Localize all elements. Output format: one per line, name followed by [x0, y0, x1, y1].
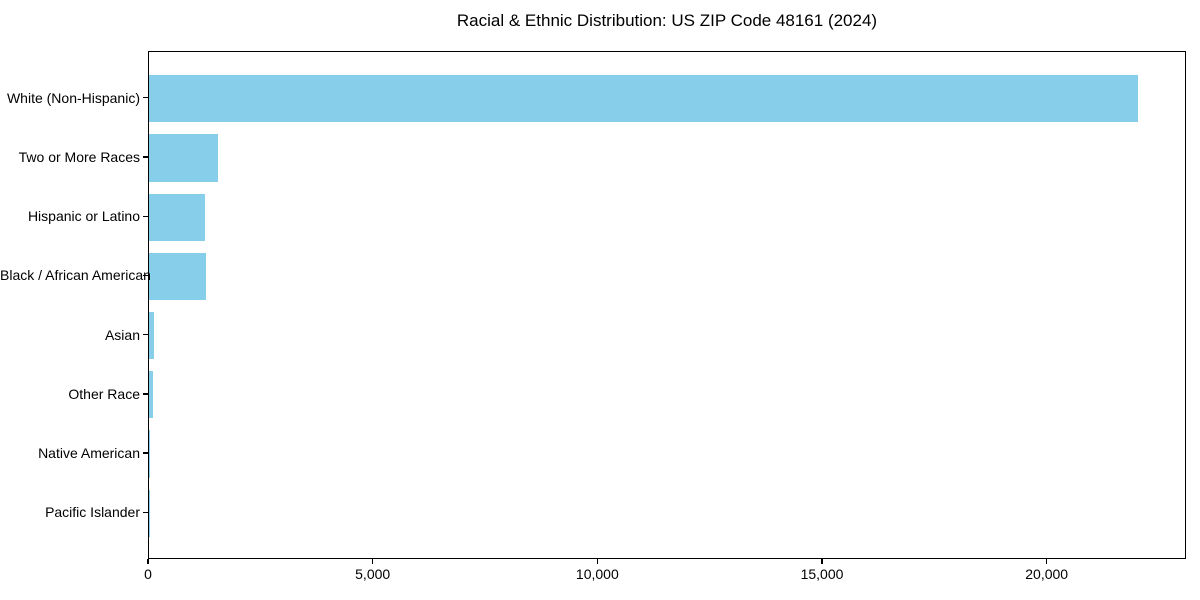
y-tick-other-race	[143, 393, 148, 395]
y-tick-label-black-african-american: Black / African American	[0, 267, 151, 284]
y-tick-label-pacific-islander: Pacific Islander	[45, 504, 140, 521]
bar-hispanic-or-latino	[149, 193, 205, 241]
x-tick-0	[147, 559, 149, 564]
x-tick-label-15000: 15,000	[800, 566, 844, 582]
y-tick-hispanic-or-latino	[143, 215, 148, 217]
x-tick-5000	[372, 559, 374, 564]
y-tick-two-or-more-races	[143, 156, 148, 158]
y-tick-asian	[143, 334, 148, 336]
y-tick-label-white-non-hispanic: White (Non-Hispanic)	[6, 89, 140, 106]
bar-white-non-hispanic	[149, 75, 1138, 123]
x-tick-label-5000: 5,000	[355, 566, 391, 582]
y-tick-label-hispanic-or-latino: Hispanic or Latino	[27, 208, 140, 225]
y-tick-label-two-or-more-races: Two or More Races	[18, 148, 140, 165]
bar-asian	[149, 311, 154, 360]
x-tick-10000	[596, 559, 599, 564]
x-tick-label-0: 0	[144, 566, 152, 582]
chart-title: Racial & Ethnic Distribution: US ZIP Cod…	[456, 11, 878, 30]
bar-two-or-more-races	[149, 134, 218, 182]
x-tick-20000	[1046, 559, 1048, 564]
x-tick-label-20000: 20,000	[1025, 566, 1069, 582]
bar-native-american	[149, 430, 150, 478]
y-tick-label-other-race: Other Race	[68, 385, 140, 402]
y-tick-native-american	[143, 452, 148, 454]
plot-area	[148, 51, 1186, 559]
y-tick-pacific-islander	[143, 511, 148, 513]
bar-other-race	[149, 371, 153, 419]
y-tick-label-asian: Asian	[104, 326, 140, 343]
y-tick-label-native-american: Native American	[38, 445, 140, 462]
y-tick-black-african-american	[143, 274, 148, 277]
x-tick-label-10000: 10,000	[575, 566, 619, 582]
y-tick-white-non-hispanic	[143, 97, 148, 99]
x-tick-15000	[821, 559, 823, 564]
bar-black-african-american	[149, 252, 207, 301]
